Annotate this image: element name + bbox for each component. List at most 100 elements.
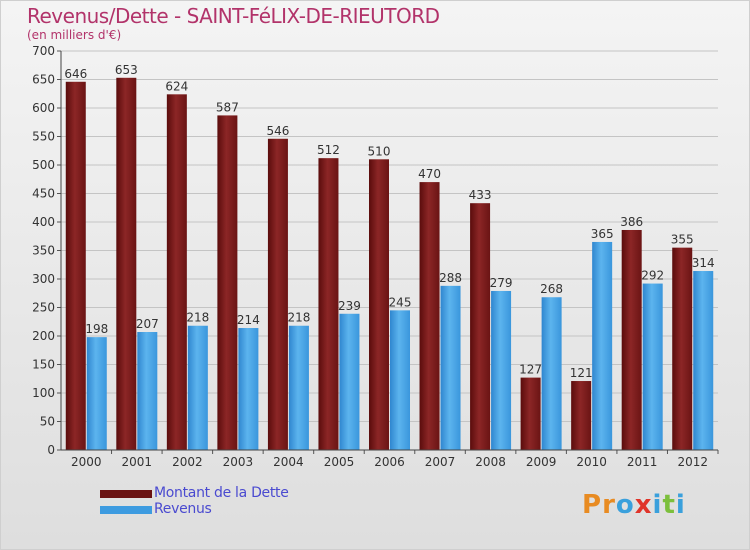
bar-revenus <box>187 325 208 450</box>
bar-dette <box>166 94 187 450</box>
data-label: 207 <box>136 317 159 331</box>
y-axis-ticks: 0 50 100 150 200 250 300 350 400 450 500 550 600 650 7… <box>32 44 61 457</box>
data-label: 386 <box>620 215 643 229</box>
logo-letter: t <box>662 490 676 520</box>
data-label: 546 <box>266 124 289 138</box>
data-label: 355 <box>671 233 694 247</box>
data-label: 587 <box>216 100 239 114</box>
bar-dette <box>318 158 339 450</box>
bar-revenus <box>592 241 613 450</box>
y-tick-label: 0 <box>47 443 55 457</box>
grid-lines <box>61 50 718 422</box>
bar-dette <box>520 377 541 450</box>
data-label: 127 <box>519 363 542 377</box>
data-label: 218 <box>186 311 209 325</box>
y-tick-label: 200 <box>32 329 55 343</box>
legend-label-dette: Montant de la Dette <box>154 485 289 501</box>
proxiti-logo: Proxiti <box>582 490 686 520</box>
y-tick-label: 700 <box>32 44 55 58</box>
y-tick-label: 150 <box>32 358 55 372</box>
bar-revenus <box>440 285 461 450</box>
data-label: 365 <box>591 227 614 241</box>
data-label: 214 <box>237 313 260 327</box>
legend-swatch-dette <box>100 490 152 498</box>
bar-dette <box>672 247 693 450</box>
y-tick-label: 450 <box>32 187 55 201</box>
y-tick-label: 50 <box>40 415 55 429</box>
bar-revenus <box>491 290 512 450</box>
logo-letter: o <box>615 490 635 520</box>
data-label: 279 <box>490 276 513 290</box>
y-tick-label: 400 <box>32 215 55 229</box>
x-tick-label: 2002 <box>172 455 203 469</box>
y-tick-label: 600 <box>32 101 55 115</box>
data-label: 268 <box>540 282 563 296</box>
bar-revenus <box>288 325 309 450</box>
y-tick-label: 550 <box>32 130 55 144</box>
data-label: 288 <box>439 271 462 285</box>
bar-dette <box>267 138 288 450</box>
x-tick-label: 2000 <box>71 455 102 469</box>
legend-label-revenus: Revenus <box>154 501 212 517</box>
x-tick-label: 2011 <box>627 455 658 469</box>
bar-revenus <box>642 283 663 450</box>
data-label: 198 <box>85 322 108 336</box>
bar-dette <box>419 182 440 450</box>
bar-dette <box>470 203 491 450</box>
data-label: 292 <box>641 269 664 283</box>
x-tick-label: 2007 <box>425 455 456 469</box>
x-tick-label: 2012 <box>677 455 708 469</box>
bar-revenus <box>541 297 562 450</box>
logo-letter: r <box>602 490 616 520</box>
x-tick-label: 2003 <box>223 455 254 469</box>
data-label: 245 <box>389 295 412 309</box>
y-tick-label: 100 <box>32 386 55 400</box>
bar-dette <box>369 159 389 451</box>
bar-revenus <box>693 271 714 450</box>
logo-letter: P <box>582 490 603 520</box>
bar-revenus <box>390 310 410 450</box>
x-tick-label: 2005 <box>324 455 355 469</box>
x-tick-label: 2004 <box>273 455 304 469</box>
y-tick-label: 500 <box>32 158 55 172</box>
bar-dette <box>571 381 592 450</box>
bars <box>65 77 714 451</box>
data-label: 121 <box>570 366 593 380</box>
y-tick-label: 650 <box>32 73 55 87</box>
logo-letter: i <box>675 490 686 520</box>
bar-dette <box>116 77 137 450</box>
x-tick-label: 2010 <box>576 455 607 469</box>
bar-dette <box>621 229 642 450</box>
data-labels: 646 198 653 207 624 218 587 214 546 218 512 239 510 2… <box>64 63 714 380</box>
bar-revenus <box>238 328 259 450</box>
chart-title: Revenus/Dette - SAINT-FéLIX-DE-RIEUTORD <box>27 4 440 28</box>
logo-letter: i <box>652 490 663 520</box>
data-label: 314 <box>692 256 715 270</box>
data-label: 218 <box>287 311 310 325</box>
bar-revenus <box>339 313 360 450</box>
legend-swatch-revenus <box>100 506 152 514</box>
chart-subtitle: (en milliers d'€) <box>27 28 122 42</box>
data-label: 510 <box>368 144 391 158</box>
data-label: 624 <box>165 79 188 93</box>
bar-dette <box>217 115 238 450</box>
bar-revenus <box>86 337 107 450</box>
data-label: 433 <box>469 188 492 202</box>
y-tick-label: 300 <box>32 272 55 286</box>
x-tick-label: 2009 <box>526 455 557 469</box>
data-label: 653 <box>115 63 138 77</box>
x-tick-label: 2008 <box>475 455 506 469</box>
data-label: 239 <box>338 299 361 313</box>
logo-letter: x <box>634 490 653 520</box>
y-tick-label: 250 <box>32 301 55 315</box>
data-label: 512 <box>317 143 340 157</box>
x-axis-ticks: 2000 2001 2002 2003 2004 2005 2006 2007 2008 2009… <box>71 450 719 469</box>
bar-revenus <box>137 332 158 450</box>
x-tick-label: 2006 <box>374 455 405 469</box>
data-label: 646 <box>64 67 87 81</box>
x-tick-label: 2001 <box>122 455 153 469</box>
bar-dette <box>65 81 86 450</box>
data-label: 470 <box>418 167 441 181</box>
y-tick-label: 350 <box>32 244 55 258</box>
